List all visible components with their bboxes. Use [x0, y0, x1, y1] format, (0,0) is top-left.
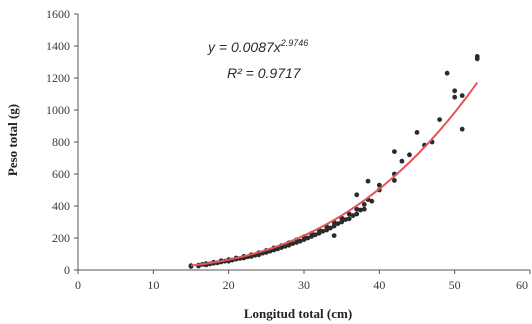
x-tick-label: 30: [298, 278, 310, 292]
y-tick-label: 200: [52, 231, 70, 245]
data-points: [188, 54, 480, 269]
x-tick-label: 40: [373, 278, 385, 292]
data-point: [346, 216, 352, 222]
data-point: [331, 223, 337, 229]
data-point: [414, 130, 420, 135]
y-tick-label: 1600: [46, 7, 70, 21]
data-point: [459, 93, 465, 98]
data-point: [354, 211, 360, 217]
data-point: [339, 219, 345, 225]
data-point: [361, 206, 367, 212]
x-tick-label: 20: [223, 278, 235, 292]
data-point: [324, 227, 329, 233]
data-point: [282, 243, 288, 249]
data-point: [297, 238, 303, 244]
y-tick-label: 600: [52, 167, 70, 181]
data-point: [392, 149, 397, 155]
data-point: [354, 192, 360, 198]
y-tick-label: 0: [64, 263, 70, 277]
data-point: [376, 182, 382, 188]
data-point: [350, 213, 356, 219]
data-point: [452, 94, 458, 100]
data-point: [335, 221, 341, 227]
data-point: [399, 158, 405, 164]
data-point: [361, 202, 367, 207]
axes: [77, 14, 530, 271]
trendline-equation: y = 0.0087x2.9746: [207, 38, 308, 55]
x-axis-title: Longitud total (cm): [244, 306, 352, 321]
data-point: [474, 54, 480, 59]
power-trendline: [190, 82, 479, 267]
x-tick-label: 0: [75, 278, 81, 292]
data-point: [312, 232, 318, 238]
y-tick-label: 400: [52, 199, 70, 213]
data-point: [290, 241, 296, 247]
data-point: [354, 206, 360, 212]
data-point: [305, 235, 311, 241]
y-tick-label: 1000: [46, 103, 70, 117]
data-point: [331, 233, 337, 239]
data-point: [444, 70, 450, 76]
x-tick-label: 60: [516, 278, 528, 292]
equation-base: y = 0.0087x: [207, 39, 282, 55]
data-point: [407, 152, 412, 158]
y-tick-group: 0 200 400 600 800 1000 1200 1400 1600: [46, 7, 78, 277]
data-point: [459, 126, 465, 132]
data-point: [452, 88, 458, 94]
y-tick-label: 1200: [46, 71, 70, 85]
data-point: [320, 228, 326, 234]
data-point: [392, 178, 397, 183]
data-point: [343, 217, 348, 223]
data-point: [358, 207, 363, 213]
x-tick-label: 10: [147, 278, 159, 292]
data-point: [346, 211, 352, 217]
data-point: [365, 178, 371, 184]
data-point: [369, 198, 375, 204]
x-tick-group: 0 10 20 30 40 50 60: [75, 270, 531, 292]
data-point: [275, 246, 281, 252]
equation-exponent: 2.9746: [280, 38, 309, 48]
y-tick-label: 1400: [46, 39, 70, 53]
r-squared-label: R² = 0.9717: [227, 65, 302, 81]
x-tick-label: 50: [449, 278, 461, 292]
data-point: [437, 117, 442, 122]
data-point: [327, 225, 333, 231]
y-tick-label: 800: [52, 135, 70, 149]
y-axis-title: Peso total (g): [5, 104, 20, 176]
